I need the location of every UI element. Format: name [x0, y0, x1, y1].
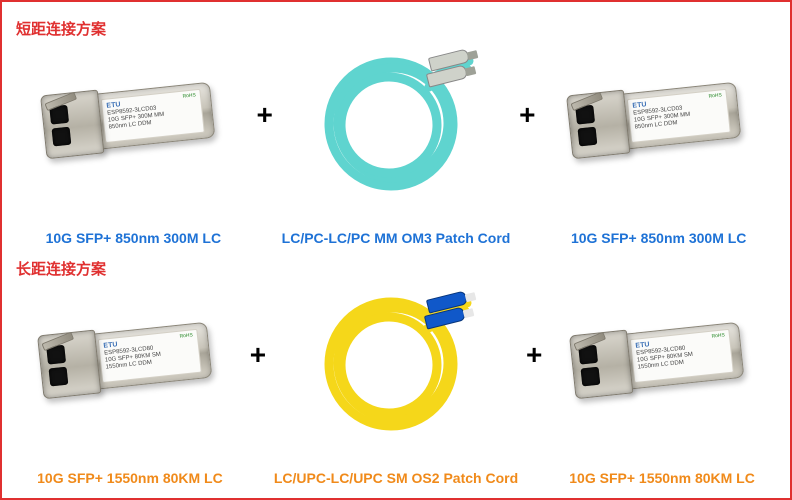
plus-icon: + — [246, 339, 270, 371]
row-label-long: 长距连接方案 — [16, 258, 106, 279]
cell-short-sfp-right: ETU RoHS ESP8592-3LCD03 10G SFP+ 300M MM… — [539, 10, 778, 250]
patch-cord-illustration-om3 — [281, 14, 512, 224]
caption-short-sfp-right: 10G SFP+ 850nm 300M LC — [571, 230, 746, 246]
cell-short-cable: LC/PC-LC/PC MM OM3 Patch Cord — [277, 10, 516, 250]
cell-long-sfp-right: ETU RoHS ESP8592-3LCD80 10G SFP+ 80KM SM… — [546, 250, 778, 490]
plus-icon: + — [522, 339, 546, 371]
plus-icon: + — [253, 99, 277, 131]
diagram-frame: 短距连接方案 ETU RoHS ESP8592-3LCD03 10G SFP+ … — [0, 0, 792, 500]
caption-long-sfp-right: 10G SFP+ 1550nm 80KM LC — [569, 470, 755, 486]
caption-long-sfp-left: 10G SFP+ 1550nm 80KM LC — [37, 470, 223, 486]
sfp-module-illustration: ETU RoHS ESP8592-3LCD80 10G SFP+ 80KM SM… — [18, 254, 242, 464]
sfp-sticker-rohs: RoHS — [708, 93, 722, 100]
plus-icon: + — [515, 99, 539, 131]
sfp-sticker-rohs: RoHS — [711, 333, 725, 340]
cell-long-sfp-left: ETU RoHS ESP8592-3LCD80 10G SFP+ 80KM SM… — [14, 250, 246, 490]
row-short-distance: 短距连接方案 ETU RoHS ESP8592-3LCD03 10G SFP+ … — [14, 10, 778, 250]
row-label-short: 短距连接方案 — [16, 18, 106, 39]
sfp-module-illustration: ETU RoHS ESP8592-3LCD80 10G SFP+ 80KM SM… — [550, 254, 774, 464]
caption-short-cable: LC/PC-LC/PC MM OM3 Patch Cord — [282, 230, 511, 246]
cell-short-sfp-left: ETU RoHS ESP8592-3LCD03 10G SFP+ 300M MM… — [14, 10, 253, 250]
caption-long-cable: LC/UPC-LC/UPC SM OS2 Patch Cord — [274, 470, 518, 486]
sfp-sticker-rohs: RoHS — [179, 333, 193, 340]
sfp-module-illustration: ETU RoHS ESP8592-3LCD03 10G SFP+ 300M MM… — [543, 14, 774, 224]
patch-cord-illustration-os2 — [274, 254, 518, 464]
row-long-distance: 长距连接方案 ETU RoHS ESP8592-3LCD80 10G SFP+ … — [14, 250, 778, 490]
sfp-sticker-brand: ETU — [632, 101, 647, 109]
sfp-module-illustration: ETU RoHS ESP8592-3LCD03 10G SFP+ 300M MM… — [18, 14, 249, 224]
caption-short-sfp-left: 10G SFP+ 850nm 300M LC — [46, 230, 221, 246]
sfp-sticker-rohs: RoHS — [183, 93, 197, 100]
cell-long-cable: LC/UPC-LC/UPC SM OS2 Patch Cord — [270, 250, 522, 490]
